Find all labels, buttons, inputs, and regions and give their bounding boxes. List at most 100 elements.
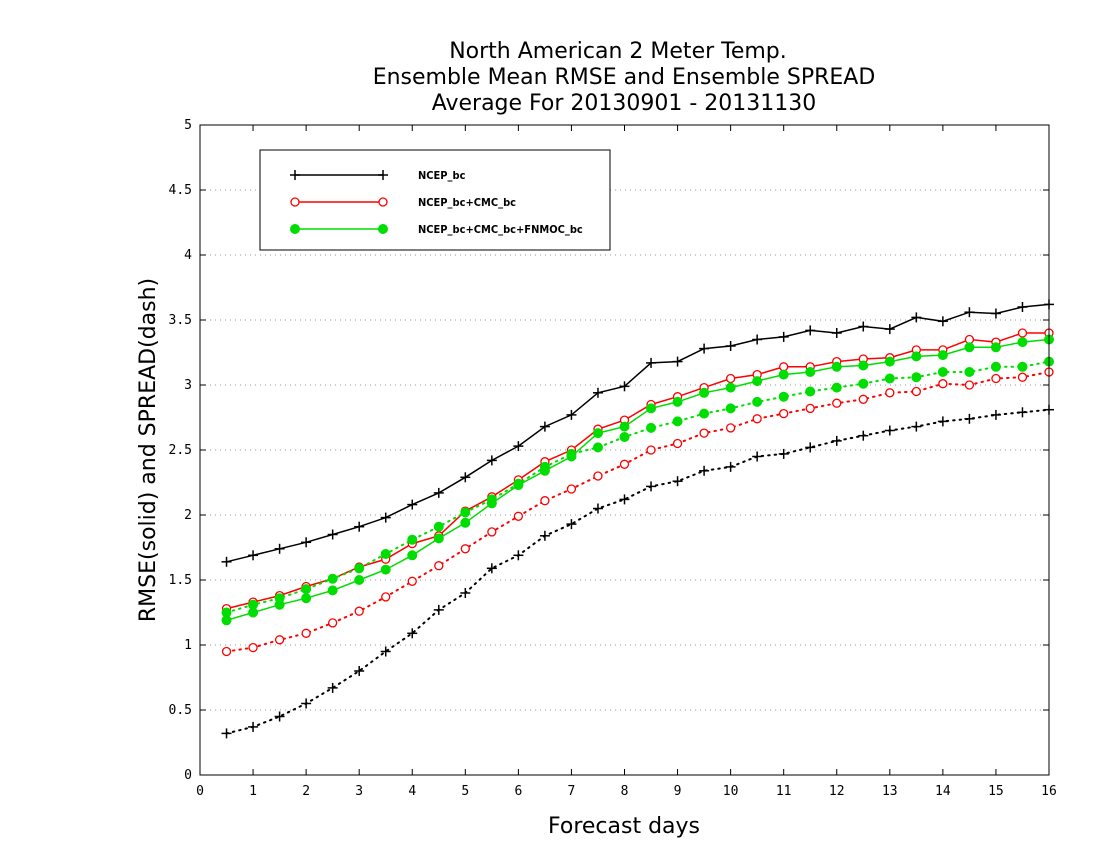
data-point-ncep-bc-cmc-bc-spread bbox=[805, 403, 815, 414]
data-point-ncep-bc-cmc-bc-spread bbox=[328, 618, 338, 628]
data-point-ncep-bc-cmc-bc-fnmoc-bc-spread bbox=[805, 386, 816, 397]
data-point-ncep-bc-cmc-bc-rmse bbox=[779, 362, 789, 372]
data-point-ncep-bc-rmse bbox=[858, 321, 869, 332]
data-point-ncep-bc-spread bbox=[725, 461, 736, 472]
data-point-ncep-bc-rmse bbox=[646, 357, 657, 368]
data-point-ncep-bc-cmc-bc-fnmoc-bc-rmse bbox=[831, 361, 842, 372]
data-point-ncep-bc-cmc-bc-spread bbox=[858, 394, 868, 404]
data-point-ncep-bc-rmse bbox=[539, 421, 550, 432]
y-tick-label: 3.5 bbox=[169, 313, 192, 328]
data-point-ncep-bc-rmse bbox=[274, 543, 285, 554]
data-point-ncep-bc-cmc-bc-spread bbox=[911, 386, 921, 397]
y-tick-label: 1.5 bbox=[169, 573, 192, 588]
data-point-ncep-bc-spread bbox=[964, 413, 975, 424]
data-point-ncep-bc-cmc-bc-spread bbox=[964, 380, 975, 390]
chart-title-line-3: Average For 20130901 - 20131130 bbox=[432, 91, 817, 116]
data-point-ncep-bc-cmc-bc-fnmoc-bc-rmse bbox=[619, 421, 630, 432]
x-tick-label: 11 bbox=[776, 784, 792, 799]
data-point-ncep-bc-cmc-bc-spread bbox=[540, 496, 550, 506]
data-point-ncep-bc-cmc-bc-spread bbox=[1017, 372, 1028, 382]
y-tick-label: 1 bbox=[184, 638, 192, 653]
legend-marker bbox=[378, 197, 388, 207]
data-point-ncep-bc-spread bbox=[1017, 407, 1028, 418]
x-tick-label: 8 bbox=[621, 784, 629, 799]
plot-frame bbox=[199, 124, 1050, 776]
data-point-ncep-bc-spread bbox=[884, 425, 895, 436]
data-point-ncep-bc-cmc-bc-fnmoc-bc-spread bbox=[221, 607, 232, 618]
data-point-ncep-bc-cmc-bc-fnmoc-bc-rmse bbox=[1017, 337, 1028, 348]
data-point-ncep-bc-rmse bbox=[752, 334, 763, 345]
data-point-ncep-bc-cmc-bc-fnmoc-bc-rmse bbox=[884, 356, 895, 367]
data-point-ncep-bc-rmse bbox=[380, 512, 391, 523]
data-point-ncep-bc-cmc-bc-spread bbox=[752, 414, 762, 424]
data-point-ncep-bc-rmse bbox=[460, 472, 471, 483]
data-point-ncep-bc-rmse bbox=[911, 312, 922, 323]
data-point-ncep-bc-cmc-bc-spread bbox=[725, 423, 736, 433]
gridlines bbox=[200, 189, 1049, 711]
data-point-ncep-bc-rmse bbox=[486, 455, 497, 466]
data-point-ncep-bc-rmse bbox=[1017, 302, 1028, 312]
data-point-ncep-bc-cmc-bc-spread bbox=[699, 428, 709, 438]
legend-marker bbox=[290, 170, 300, 180]
data-point-ncep-bc-cmc-bc-fnmoc-bc-rmse bbox=[327, 585, 338, 596]
data-point-ncep-bc-rmse bbox=[805, 325, 816, 336]
data-point-ncep-bc-spread bbox=[301, 698, 312, 709]
data-point-ncep-bc-cmc-bc-fnmoc-bc-rmse bbox=[699, 387, 710, 398]
x-tick-label: 2 bbox=[302, 784, 310, 799]
y-tick-label: 0.5 bbox=[169, 703, 192, 718]
data-point-ncep-bc-cmc-bc-spread bbox=[646, 445, 656, 455]
data-point-ncep-bc-cmc-bc-fnmoc-bc-rmse bbox=[301, 593, 312, 604]
x-tick-label: 14 bbox=[935, 784, 951, 799]
data-point-ncep-bc-cmc-bc-fnmoc-bc-rmse bbox=[805, 367, 816, 377]
legend-marker bbox=[290, 224, 300, 234]
y-tick-label: 2 bbox=[184, 508, 192, 523]
data-point-ncep-bc-rmse bbox=[619, 381, 630, 392]
series-line-ncep-bc-cmc-bc-fnmoc-bc-spread bbox=[225, 360, 1050, 614]
data-point-ncep-bc-cmc-bc-spread bbox=[593, 471, 603, 481]
data-point-ncep-bc-cmc-bc-spread bbox=[354, 606, 364, 616]
x-tick-label: 13 bbox=[882, 784, 898, 799]
data-point-ncep-bc-cmc-bc-fnmoc-bc-spread bbox=[539, 461, 550, 472]
data-point-ncep-bc-cmc-bc-spread bbox=[434, 561, 444, 571]
data-point-ncep-bc-cmc-bc-spread bbox=[221, 646, 232, 657]
y-tick-label: 4 bbox=[184, 248, 192, 263]
y-tick-label: 4.5 bbox=[169, 183, 192, 198]
data-point-ncep-bc-rmse bbox=[407, 499, 418, 510]
data-point-ncep-bc-rmse bbox=[990, 308, 1001, 319]
data-point-ncep-bc-cmc-bc-spread bbox=[381, 592, 391, 602]
data-point-ncep-bc-spread bbox=[672, 476, 683, 487]
data-point-ncep-bc-cmc-bc-rmse bbox=[1017, 328, 1028, 338]
data-point-ncep-bc-cmc-bc-rmse bbox=[725, 373, 736, 384]
data-point-ncep-bc-rmse bbox=[327, 529, 338, 540]
data-point-ncep-bc-rmse bbox=[699, 343, 710, 354]
y-tick-label: 0 bbox=[184, 768, 192, 783]
chart-title-line-1: North American 2 Meter Temp. bbox=[449, 39, 787, 64]
data-point-ncep-bc-cmc-bc-fnmoc-bc-rmse bbox=[911, 351, 922, 362]
data-point-ncep-bc-cmc-bc-spread bbox=[619, 459, 630, 469]
data-point-ncep-bc-cmc-bc-fnmoc-bc-rmse bbox=[433, 533, 444, 544]
data-point-ncep-bc-cmc-bc-spread bbox=[566, 484, 577, 494]
data-point-ncep-bc-cmc-bc-fnmoc-bc-rmse bbox=[672, 396, 683, 407]
data-point-ncep-bc-cmc-bc-fnmoc-bc-spread bbox=[778, 391, 789, 402]
chart-title: North American 2 Meter Temp. Ensemble Me… bbox=[373, 39, 876, 116]
legend-box bbox=[259, 149, 611, 251]
data-point-ncep-bc-cmc-bc-fnmoc-bc-spread bbox=[725, 403, 736, 414]
data-point-ncep-bc-cmc-bc-fnmoc-bc-spread bbox=[911, 372, 922, 383]
data-point-ncep-bc-cmc-bc-fnmoc-bc-rmse bbox=[937, 350, 948, 361]
data-point-ncep-bc-cmc-bc-spread bbox=[991, 373, 1001, 384]
data-point-ncep-bc-cmc-bc-fnmoc-bc-spread bbox=[699, 408, 710, 419]
data-point-ncep-bc-cmc-bc-spread bbox=[513, 511, 524, 521]
data-point-ncep-bc-cmc-bc-fnmoc-bc-spread bbox=[990, 361, 1001, 372]
data-point-ncep-bc-cmc-bc-fnmoc-bc-spread bbox=[646, 422, 657, 433]
data-point-ncep-bc-cmc-bc-fnmoc-bc-spread bbox=[248, 599, 259, 610]
data-point-ncep-bc-cmc-bc-fnmoc-bc-spread bbox=[301, 584, 312, 595]
data-point-ncep-bc-rmse bbox=[937, 316, 948, 327]
data-point-ncep-bc-cmc-bc-fnmoc-bc-spread bbox=[752, 396, 763, 407]
data-point-ncep-bc-cmc-bc-fnmoc-bc-rmse bbox=[592, 428, 603, 439]
data-point-ncep-bc-cmc-bc-fnmoc-bc-spread bbox=[460, 507, 471, 518]
y-axis-label: RMSE(solid) and SPREAD(dash) bbox=[136, 278, 161, 622]
data-point-ncep-bc-cmc-bc-spread bbox=[885, 388, 895, 398]
x-tick-label: 10 bbox=[723, 784, 739, 799]
series-line-ncep-bc-spread bbox=[225, 408, 1050, 735]
data-point-ncep-bc-cmc-bc-fnmoc-bc-spread bbox=[592, 442, 603, 453]
